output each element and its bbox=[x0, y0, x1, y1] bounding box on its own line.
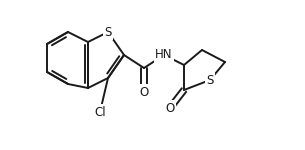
Text: O: O bbox=[139, 85, 149, 99]
Text: S: S bbox=[206, 74, 214, 87]
Text: S: S bbox=[104, 26, 112, 39]
Text: HN: HN bbox=[155, 48, 173, 62]
Text: O: O bbox=[165, 102, 175, 114]
Text: Cl: Cl bbox=[94, 105, 106, 118]
